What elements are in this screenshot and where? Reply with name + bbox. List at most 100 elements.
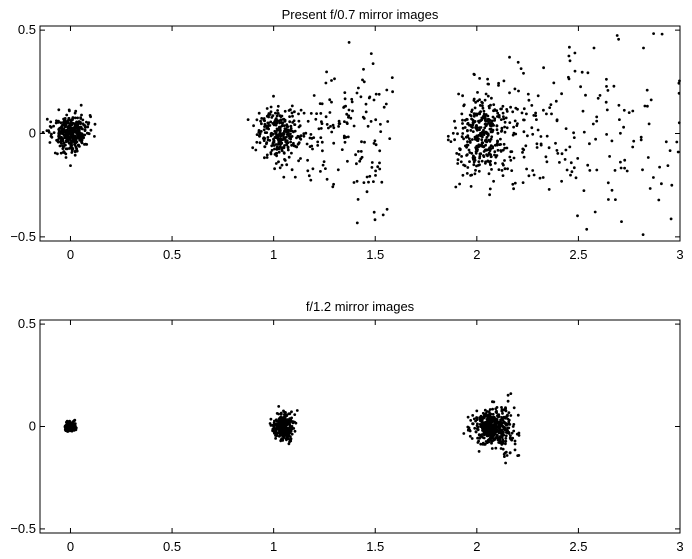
scatter-point [332, 182, 335, 186]
scatter-point [276, 127, 280, 131]
scatter-point [66, 120, 69, 124]
scatter-point [503, 416, 507, 420]
scatter-point [284, 437, 288, 440]
scatter-point [539, 142, 543, 146]
scatter-point [639, 135, 643, 139]
scatter-point [298, 137, 302, 140]
scatter-point [376, 165, 380, 169]
scatter-point [75, 136, 79, 140]
scatter-point [350, 100, 354, 104]
scatter-point [481, 104, 484, 108]
scatter-point [475, 416, 478, 419]
scatter-point [604, 100, 608, 104]
scatter-point [536, 94, 540, 98]
scatter-point [619, 131, 622, 135]
scatter-point [269, 105, 273, 109]
x-tick-label: 0 [67, 539, 74, 554]
scatter-point [367, 180, 370, 184]
scatter-point [489, 434, 493, 437]
scatter-point [608, 155, 611, 158]
y-tick-label: 0 [29, 126, 36, 141]
scatter-point [333, 77, 336, 81]
scatter-point [498, 143, 501, 147]
scatter-point [69, 422, 73, 426]
scatter-point [311, 147, 314, 151]
scatter-point [279, 118, 283, 122]
scatter-point [547, 188, 551, 191]
x-tick-label: 1 [270, 247, 277, 262]
scatter-point [526, 134, 529, 138]
scatter-point [511, 436, 515, 440]
scatter-point [472, 114, 476, 118]
scatter-point [617, 37, 620, 41]
scatter-point [360, 155, 364, 159]
scatter-point [295, 409, 299, 412]
scatter-point [85, 131, 89, 135]
scatter-point [503, 159, 506, 162]
scatter-point [509, 158, 513, 162]
scatter-point [289, 439, 293, 443]
scatter-point [504, 461, 507, 465]
scatter-point [469, 174, 472, 177]
scatter-point [350, 97, 354, 101]
scatter-point [474, 430, 478, 434]
scatter-point [456, 158, 460, 162]
scatter-point [372, 180, 375, 184]
scatter-point [380, 180, 384, 184]
scatter-point [337, 125, 340, 128]
scatter-point [251, 146, 255, 150]
scatter-point [281, 134, 285, 138]
scatter-point [282, 175, 286, 179]
scatter-point [69, 164, 72, 168]
scatter-point [581, 109, 585, 113]
scatter-point [525, 167, 528, 171]
scatter-point [284, 411, 287, 414]
x-tick-label: 1.5 [366, 247, 384, 262]
scatter-point [486, 438, 490, 442]
scatter-point [501, 104, 505, 108]
scatter-point [545, 160, 549, 164]
scatter-point [68, 420, 72, 424]
scatter-point [68, 146, 72, 150]
scatter-point [668, 149, 672, 153]
scatter-point [522, 107, 526, 111]
scatter-point [502, 117, 506, 121]
scatter-point [73, 111, 77, 115]
scatter-point [93, 135, 96, 138]
scatter-point [377, 92, 381, 96]
scatter-point [484, 161, 487, 165]
scatter-point [260, 122, 263, 126]
scatter-point [269, 417, 273, 421]
scatter-point [355, 179, 359, 183]
scatter-point [73, 138, 76, 142]
scatter-point [513, 181, 517, 185]
scatter-point [277, 137, 281, 141]
scatter-point [364, 110, 368, 114]
scatter-point [605, 77, 608, 81]
scatter-point [317, 127, 321, 131]
scatter-point [503, 167, 507, 171]
scatter-point [258, 134, 261, 138]
scatter-point [622, 125, 625, 129]
scatter-point [309, 178, 313, 182]
scatter-point [299, 157, 302, 160]
scatter-point [576, 214, 579, 218]
scatter-point [558, 161, 561, 164]
scatter-point [678, 79, 681, 83]
scatter-point [560, 152, 564, 156]
scatter-point [484, 148, 488, 152]
scatter-point [288, 417, 292, 421]
scatter-point [469, 185, 473, 188]
scatter-point [491, 407, 494, 411]
scatter-point [474, 151, 478, 155]
scatter-point [610, 188, 614, 192]
scatter-point [657, 198, 661, 202]
scatter-point [284, 140, 288, 144]
scatter-point [78, 136, 82, 140]
scatter-point [473, 172, 477, 176]
scatter-point [468, 137, 471, 141]
scatter-point [568, 145, 572, 149]
scatter-point [289, 437, 293, 441]
scatter-point [73, 116, 77, 120]
scatter-point [500, 435, 504, 439]
